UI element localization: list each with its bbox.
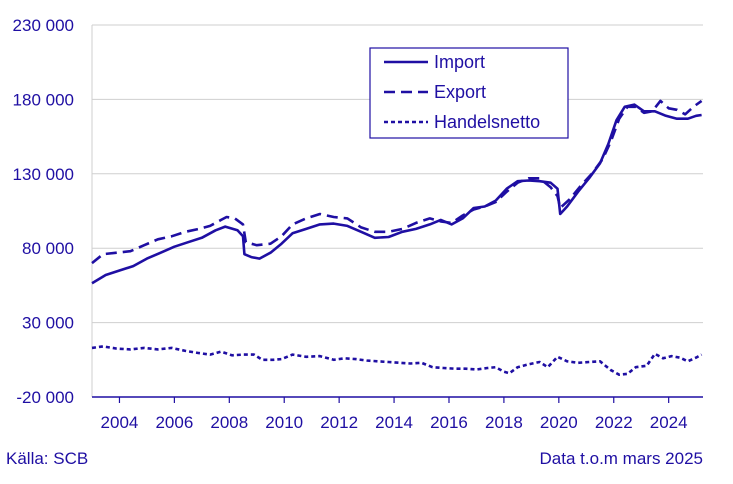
data-note: Data t.o.m mars 2025 bbox=[539, 449, 703, 468]
y-tick-labels: -20 000 30 000 80 000 130 000 180 000 230 000 bbox=[13, 16, 74, 407]
legend-label: Export bbox=[434, 82, 486, 102]
x-tick-label: 2024 bbox=[650, 413, 688, 432]
y-tick-label: 130 000 bbox=[13, 165, 74, 184]
x-tick-label: 2004 bbox=[101, 413, 139, 432]
y-tick-label: 30 000 bbox=[22, 314, 74, 333]
y-tick-label: 230 000 bbox=[13, 16, 74, 35]
x-tick-label: 2014 bbox=[375, 413, 413, 432]
series-line-import bbox=[91, 103, 702, 285]
x-axis bbox=[92, 396, 703, 403]
legend: Import Export Handelsnetto bbox=[369, 47, 569, 139]
y-tick-label: -20 000 bbox=[16, 388, 74, 407]
x-tick-label: 2006 bbox=[155, 413, 193, 432]
x-tick-label: 2022 bbox=[595, 413, 633, 432]
y-tick-label: 180 000 bbox=[13, 90, 74, 109]
legend-label: Import bbox=[434, 52, 485, 72]
x-tick-label: 2020 bbox=[540, 413, 578, 432]
x-tick-label: 2008 bbox=[210, 413, 248, 432]
y-tick-label: 80 000 bbox=[22, 239, 74, 258]
legend-label: Handelsnetto bbox=[434, 112, 540, 132]
x-tick-label: 2010 bbox=[265, 413, 303, 432]
x-tick-label: 2012 bbox=[320, 413, 358, 432]
source-note: Källa: SCB bbox=[6, 449, 89, 468]
series-lines bbox=[91, 99, 703, 376]
x-tick-labels: 2004 2006 2008 2010 2012 2014 2016 2018 2020 2022… bbox=[101, 413, 688, 432]
x-tick-label: 2016 bbox=[430, 413, 468, 432]
x-tick-label: 2018 bbox=[485, 413, 523, 432]
series-line-handelsnetto bbox=[91, 345, 703, 376]
